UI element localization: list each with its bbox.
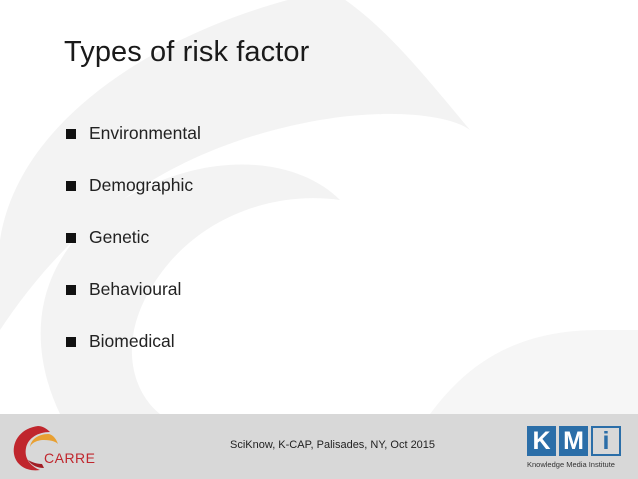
list-item: Behavioural <box>66 276 201 303</box>
square-bullet-icon <box>66 284 76 295</box>
bullet-label: Behavioural <box>89 279 182 299</box>
slide-title: Types of risk factor <box>64 36 310 68</box>
bullet-label: Environmental <box>89 123 201 143</box>
kmi-letter-k: K <box>527 426 556 456</box>
bullet-label: Genetic <box>89 227 150 247</box>
footer-text: SciKnow, K-CAP, Palisades, NY, Oct 2015 <box>230 439 436 451</box>
list-item: Biomedical <box>66 328 201 355</box>
carre-logo-text: CARRE <box>44 450 96 466</box>
square-bullet-icon <box>66 128 76 139</box>
carre-swirl-logo-icon <box>13 426 58 471</box>
slide-footer: CARRE SciKnow, K-CAP, Palisades, NY, Oct… <box>0 414 638 479</box>
list-item: Environmental <box>66 120 201 147</box>
bullet-list: Environmental Demographic Genetic Behavi… <box>66 120 201 380</box>
swirl-watermark-icon <box>0 0 470 414</box>
list-item: Demographic <box>66 172 201 199</box>
kmi-logo: K M i Knowledge Media Institute <box>527 426 623 476</box>
kmi-letter-m: M <box>559 426 588 456</box>
bullet-label: Demographic <box>89 175 194 195</box>
square-bullet-icon <box>66 336 76 347</box>
kmi-caption: Knowledge Media Institute <box>527 460 615 469</box>
bullet-label: Biomedical <box>89 331 175 351</box>
list-item: Genetic <box>66 224 201 251</box>
square-bullet-icon <box>66 180 76 191</box>
kmi-letter-i: i <box>591 426 621 456</box>
square-bullet-icon <box>66 232 76 243</box>
